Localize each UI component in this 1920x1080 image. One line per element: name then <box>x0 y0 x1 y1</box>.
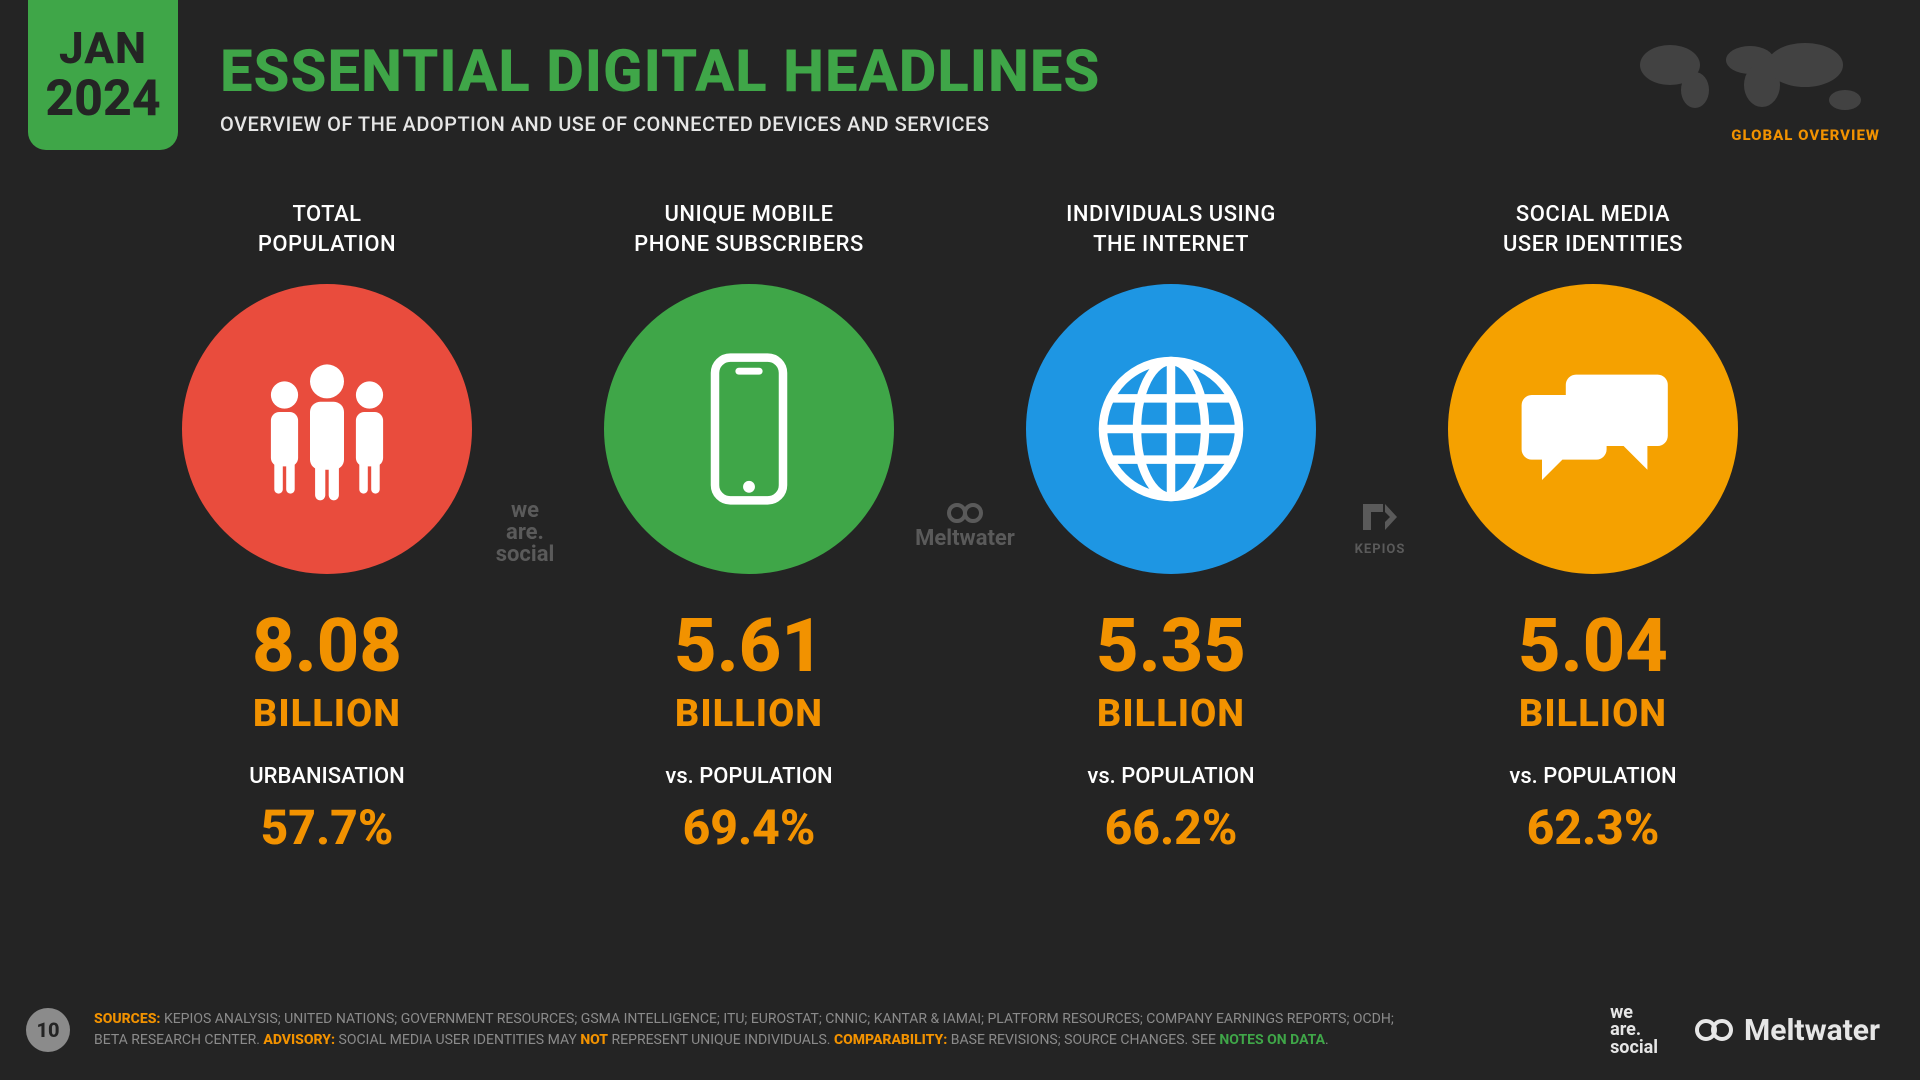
sources-text-2i: . <box>1325 1032 1329 1048</box>
stat-label: SOCIAL MEDIA USER IDENTITIES <box>1503 200 1683 266</box>
sources-text-2c: SOCIAL MEDIA USER IDENTITIES MAY <box>335 1032 580 1048</box>
stat-circle <box>604 284 894 574</box>
stat-label: UNIQUE MOBILE PHONE SUBSCRIBERS <box>634 200 864 266</box>
phone-icon <box>664 344 834 514</box>
stat-circle <box>1026 284 1316 574</box>
stat-compare-value: 69.4% <box>683 799 816 856</box>
chat-icon <box>1508 344 1678 514</box>
stat-circle <box>1448 284 1738 574</box>
stat-compare-label: vs. POPULATION <box>1087 764 1254 789</box>
logo-meltwater-text: Meltwater <box>1744 1013 1880 1048</box>
watermark-kepios-text: KEPIOS <box>1355 542 1406 557</box>
sources-comparability: COMPARABILITY: <box>834 1032 947 1048</box>
date-block: JAN 2024 <box>28 0 178 150</box>
sources-text-2e: REPRESENT UNIQUE INDIVIDUALS. <box>608 1032 834 1048</box>
page-subtitle: OVERVIEW OF THE ADOPTION AND USE OF CONN… <box>220 112 1100 136</box>
world-map-icon <box>1620 30 1880 120</box>
sources-prefix: SOURCES: <box>94 1011 160 1027</box>
stat-population: TOTAL POPULATION 8.08 BILLION URBANISATI… <box>152 200 502 856</box>
stat-circle <box>182 284 472 574</box>
date-month: JAN <box>59 26 147 70</box>
stat-value: 5.04 <box>1518 610 1668 684</box>
stat-label: INDIVIDUALS USING THE INTERNET <box>1066 200 1276 266</box>
globe-icon <box>1086 344 1256 514</box>
stat-compare-value: 57.7% <box>261 799 394 856</box>
sources-text-1: KEPIOS ANALYSIS; UNITED NATIONS; GOVERNM… <box>160 1011 1393 1027</box>
footer-logos: we are. social Meltwater <box>1610 1004 1880 1055</box>
stat-internet: INDIVIDUALS USING THE INTERNET 5.35 BILL… <box>996 200 1346 856</box>
sources: SOURCES: KEPIOS ANALYSIS; UNITED NATIONS… <box>94 1009 1394 1051</box>
page-title: ESSENTIAL DIGITAL HEADLINES <box>220 38 1100 106</box>
stat-compare-label: vs. POPULATION <box>665 764 832 789</box>
date-year: 2024 <box>45 74 160 124</box>
sources-text-2g: BASE REVISIONS; SOURCE CHANGES. SEE <box>947 1032 1219 1048</box>
title-block: ESSENTIAL DIGITAL HEADLINES OVERVIEW OF … <box>220 38 1100 136</box>
watermark-wearesocial: we are. social <box>470 500 580 566</box>
stat-social: SOCIAL MEDIA USER IDENTITIES 5.04 BILLIO… <box>1418 200 1768 856</box>
sources-advisory: ADVISORY: <box>263 1032 335 1048</box>
stat-label: TOTAL POPULATION <box>258 200 396 266</box>
watermark-meltwater: Meltwater <box>890 500 1040 550</box>
world-map-corner: GLOBAL OVERVIEW <box>1580 30 1880 144</box>
stat-unit: BILLION <box>253 692 401 736</box>
stat-unit: BILLION <box>1519 692 1667 736</box>
stat-compare-value: 66.2% <box>1105 799 1238 856</box>
logo-meltwater: Meltwater <box>1692 1013 1880 1048</box>
stat-value: 5.61 <box>674 610 824 684</box>
watermark-meltwater-text: Meltwater <box>915 526 1015 551</box>
sources-text-2a: BETA RESEARCH CENTER. <box>94 1032 263 1048</box>
stat-compare-label: URBANISATION <box>249 764 405 789</box>
corner-label: GLOBAL OVERVIEW <box>1580 126 1880 144</box>
stat-value: 8.08 <box>252 610 402 684</box>
page-number: 10 <box>26 1008 70 1052</box>
watermark-kepios: KEPIOS <box>1330 500 1430 558</box>
sources-not: NOT <box>580 1032 608 1048</box>
people-icon <box>242 344 412 514</box>
stat-compare-value: 62.3% <box>1527 799 1660 856</box>
stat-value: 5.35 <box>1096 610 1246 684</box>
footer: 10 SOURCES: KEPIOS ANALYSIS; UNITED NATI… <box>0 980 1920 1080</box>
meltwater-icon <box>1692 1015 1736 1045</box>
stat-unit: BILLION <box>675 692 823 736</box>
sources-notes-link: NOTES ON DATA <box>1219 1032 1325 1048</box>
stat-unit: BILLION <box>1097 692 1245 736</box>
logo-wearesocial: we are. social <box>1610 1004 1658 1055</box>
stat-mobile: UNIQUE MOBILE PHONE SUBSCRIBERS 5.61 BIL… <box>574 200 924 856</box>
stat-compare-label: vs. POPULATION <box>1509 764 1676 789</box>
